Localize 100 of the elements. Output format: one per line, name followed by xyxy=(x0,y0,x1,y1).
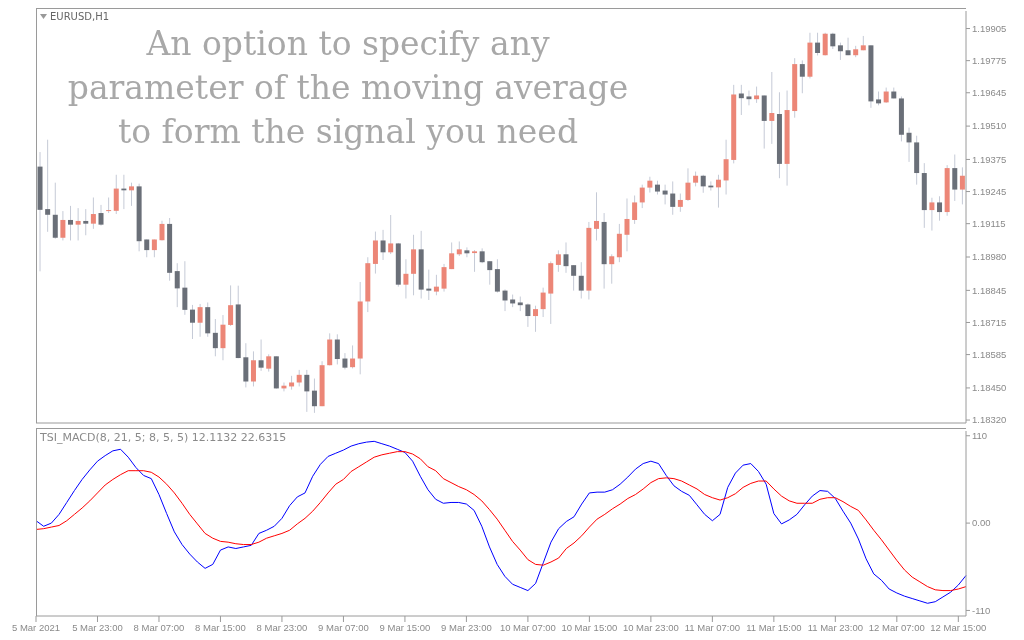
y-tick-label: -110 xyxy=(972,604,991,616)
candlestick xyxy=(197,303,203,338)
candlestick xyxy=(815,32,821,56)
candlestick xyxy=(45,139,51,233)
candlestick xyxy=(715,174,721,209)
y-tick-label: 1.18320 xyxy=(972,414,1007,426)
y-tick-label: 1.19115 xyxy=(972,218,1006,230)
candlestick xyxy=(746,90,752,106)
x-tick-label: 11 Mar 23:00 xyxy=(807,621,863,633)
candlestick xyxy=(426,269,432,301)
candlestick xyxy=(250,350,256,387)
candlestick xyxy=(571,264,577,292)
y-tick-label: 1.19375 xyxy=(972,153,1007,165)
candlestick xyxy=(624,197,630,252)
candlestick xyxy=(616,223,622,263)
y-tick-label: 0.00 xyxy=(972,517,991,529)
x-tick-label: 9 Mar 07:00 xyxy=(318,621,369,633)
x-tick-label: 9 Mar 15:00 xyxy=(379,621,431,633)
candlestick xyxy=(60,210,66,241)
candlestick xyxy=(433,274,439,296)
candlestick xyxy=(129,182,134,207)
candlestick xyxy=(937,195,943,222)
x-tick-label: 12 Mar 07:00 xyxy=(868,621,925,633)
candlestick xyxy=(738,84,744,116)
candlestick xyxy=(258,339,264,372)
y-tick-label: 1.18585 xyxy=(972,348,1007,360)
y-tick-label: 1.18845 xyxy=(972,284,1007,296)
y-tick-label: 1.19510 xyxy=(972,120,1007,132)
x-tick-label: 5 Mar 23:00 xyxy=(72,621,123,633)
candlestick xyxy=(769,71,775,145)
candlestick xyxy=(670,180,676,216)
candlestick xyxy=(83,208,89,236)
candlestick xyxy=(494,258,500,294)
candlestick xyxy=(639,184,645,209)
candlestick xyxy=(632,195,638,225)
candlestick xyxy=(525,302,531,328)
x-tick-label: 10 Mar 15:00 xyxy=(561,621,618,633)
candlestick xyxy=(403,258,409,300)
candlestick xyxy=(472,249,478,273)
y-tick-label: 1.18980 xyxy=(972,251,1007,263)
y-tick-label: 110 xyxy=(972,430,988,442)
x-tick-label: 8 Mar 07:00 xyxy=(133,621,185,633)
candlestick xyxy=(929,197,935,232)
candlestick xyxy=(372,231,378,275)
x-tick-label: 8 Mar 15:00 xyxy=(195,621,246,633)
candlestick xyxy=(304,369,310,413)
candlestick xyxy=(311,378,317,414)
candlestick xyxy=(487,260,493,286)
candlestick xyxy=(609,253,615,285)
candlestick xyxy=(350,344,356,369)
candlestick xyxy=(700,174,706,194)
chart-title: TSI_MACD(8, 21, 5; 8, 5, 5) 12.1132 22.6315 xyxy=(40,431,287,444)
candlestick xyxy=(677,193,683,213)
candlestick xyxy=(662,184,668,205)
x-tick-label: 11 Mar 07:00 xyxy=(684,621,740,633)
y-tick-label: 1.19905 xyxy=(972,22,1007,34)
x-tick-label: 10 Mar 07:00 xyxy=(499,621,556,633)
candlestick xyxy=(441,263,447,293)
candlestick xyxy=(113,174,119,215)
candlestick xyxy=(98,204,104,227)
candlestick xyxy=(906,127,912,163)
candlestick xyxy=(799,59,805,94)
x-tick-label: 10 Mar 23:00 xyxy=(622,621,679,633)
candlestick xyxy=(723,139,729,196)
x-tick-label: 9 Mar 23:00 xyxy=(441,621,492,633)
candlestick xyxy=(594,191,599,241)
candlestick xyxy=(182,260,188,316)
candlestick xyxy=(106,196,112,214)
candlestick xyxy=(174,262,180,308)
candlestick xyxy=(220,314,226,361)
annotation: An option to specify any parameter of the moving average to form the signal you need xyxy=(66,23,630,153)
candlestick xyxy=(90,196,96,230)
candlestick xyxy=(555,249,561,273)
candlestick xyxy=(75,207,81,241)
y-tick-label: 1.18450 xyxy=(972,382,1007,394)
candlestick xyxy=(52,182,58,240)
annotation: EURUSD,H1 xyxy=(50,11,110,22)
candlestick xyxy=(449,241,455,270)
candlestick xyxy=(68,205,74,241)
candlestick xyxy=(952,154,958,202)
candlestick xyxy=(647,176,653,194)
candlestick xyxy=(578,261,584,300)
candlestick xyxy=(685,167,691,202)
candlestick xyxy=(334,333,340,365)
candlestick xyxy=(502,288,508,312)
candlestick xyxy=(388,214,394,255)
candlestick xyxy=(533,305,539,333)
candlestick xyxy=(464,246,470,258)
candlestick xyxy=(189,304,195,340)
y-tick-label: 1.18715 xyxy=(972,316,1007,328)
candlestick xyxy=(563,241,569,274)
candlestick xyxy=(845,37,851,56)
x-tick-label: 5 Mar 2021 xyxy=(11,621,61,633)
candlestick xyxy=(228,284,234,327)
candlestick xyxy=(212,318,218,357)
candlestick xyxy=(380,229,386,261)
y-tick-label: 1.19645 xyxy=(972,87,1007,99)
y-tick-label: 1.19245 xyxy=(972,185,1007,197)
candlestick xyxy=(540,287,546,318)
y-tick-label: 1.19775 xyxy=(972,55,1007,67)
